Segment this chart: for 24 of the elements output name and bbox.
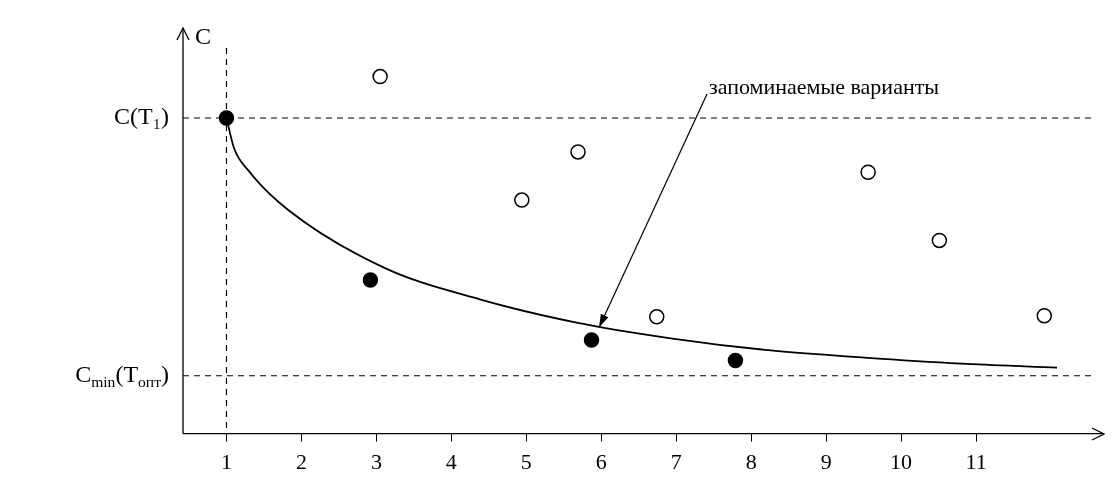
point	[514, 192, 530, 208]
point	[1036, 308, 1053, 324]
x-tick-label: 2	[295, 448, 307, 474]
annotation: запоминаемые варианты	[709, 73, 940, 99]
point	[860, 164, 876, 180]
point	[931, 232, 948, 249]
x-tick-label: 10	[890, 448, 913, 474]
point	[372, 68, 388, 85]
x-tick-label: 6	[595, 448, 607, 474]
x-tick-label: 11	[965, 448, 987, 474]
ref-line-label: C(T₁)	[113, 103, 170, 130]
y-axis-title: C	[195, 23, 212, 50]
x-tick-label: 3	[370, 448, 382, 474]
point	[362, 272, 379, 288]
x-tick-label: 4	[445, 448, 457, 474]
point	[648, 309, 665, 325]
x-tick-label: 8	[745, 448, 757, 474]
point	[570, 144, 586, 160]
point	[583, 332, 600, 348]
x-tick-label: 1	[220, 448, 232, 474]
x-tick-label: 9	[820, 448, 832, 474]
x-tick-label: 7	[670, 448, 682, 474]
x-tick-label: 5	[520, 448, 532, 474]
point	[727, 352, 744, 369]
